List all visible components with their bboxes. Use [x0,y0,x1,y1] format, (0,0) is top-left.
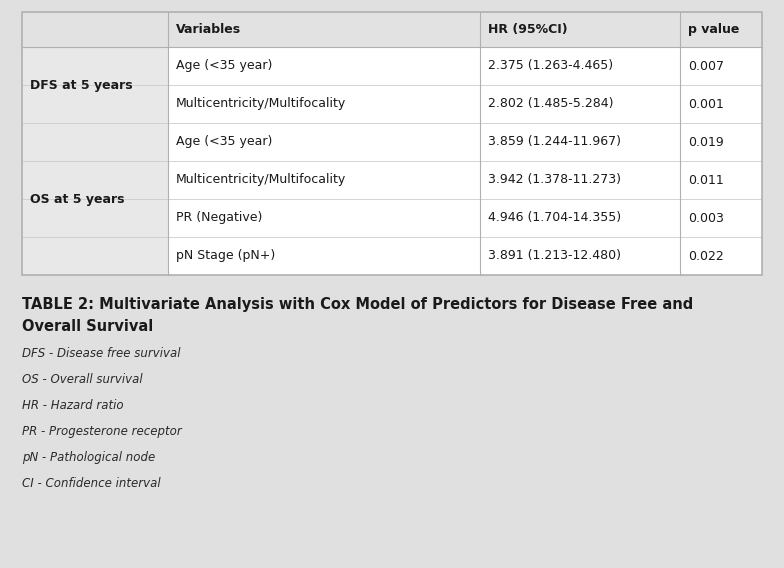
Text: 0.011: 0.011 [688,173,724,186]
Text: DFS at 5 years: DFS at 5 years [30,78,132,91]
Bar [22,47,168,275]
Text: DFS - Disease free survival: DFS - Disease free survival [22,347,180,360]
Text: PR - Progesterone receptor: PR - Progesterone receptor [22,425,182,438]
Bar [168,161,762,199]
Text: Overall Survival: Overall Survival [22,319,153,334]
Text: Multicentricity/Multifocality: Multicentricity/Multifocality [176,173,347,186]
Bar [22,12,762,275]
Bar [168,237,762,275]
Text: Variables: Variables [176,23,241,36]
Text: p value: p value [688,23,739,36]
Text: HR (95%CI): HR (95%CI) [488,23,568,36]
Text: 0.003: 0.003 [688,211,724,224]
Text: 0.022: 0.022 [688,249,724,262]
Bar [168,123,762,161]
Text: PR (Negative): PR (Negative) [176,211,263,224]
Text: 0.007: 0.007 [688,60,724,73]
Text: pN Stage (pN+): pN Stage (pN+) [176,249,275,262]
Text: OS - Overall survival: OS - Overall survival [22,373,143,386]
Text: 3.942 (1.378-11.273): 3.942 (1.378-11.273) [488,173,621,186]
Text: Age (<35 year): Age (<35 year) [176,60,272,73]
Bar [168,199,762,237]
Bar [168,47,762,85]
Text: HR - Hazard ratio: HR - Hazard ratio [22,399,124,412]
Text: TABLE 2: Multivariate Analysis with Cox Model of Predictors for Disease Free and: TABLE 2: Multivariate Analysis with Cox … [22,297,693,312]
Text: Multicentricity/Multifocality: Multicentricity/Multifocality [176,98,347,111]
Text: 3.859 (1.244-11.967): 3.859 (1.244-11.967) [488,136,621,148]
Text: Age (<35 year): Age (<35 year) [176,136,272,148]
Bar [22,12,762,47]
Text: 3.891 (1.213-12.480): 3.891 (1.213-12.480) [488,249,621,262]
Text: 4.946 (1.704-14.355): 4.946 (1.704-14.355) [488,211,621,224]
Text: 0.019: 0.019 [688,136,724,148]
Text: CI - Confidence interval: CI - Confidence interval [22,477,161,490]
Text: 2.802 (1.485-5.284): 2.802 (1.485-5.284) [488,98,614,111]
Text: OS at 5 years: OS at 5 years [30,193,125,206]
Text: 2.375 (1.263-4.465): 2.375 (1.263-4.465) [488,60,613,73]
Text: pN - Pathological node: pN - Pathological node [22,451,155,464]
Bar [22,12,762,275]
Bar [168,85,762,123]
Text: 0.001: 0.001 [688,98,724,111]
